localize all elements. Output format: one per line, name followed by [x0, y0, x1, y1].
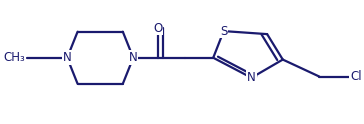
- Text: CH₃: CH₃: [4, 51, 25, 64]
- Text: N: N: [63, 51, 72, 64]
- Text: O: O: [153, 22, 162, 35]
- Text: S: S: [220, 25, 228, 38]
- Text: N: N: [247, 71, 256, 84]
- Text: N: N: [129, 51, 138, 64]
- Text: Cl: Cl: [350, 70, 361, 83]
